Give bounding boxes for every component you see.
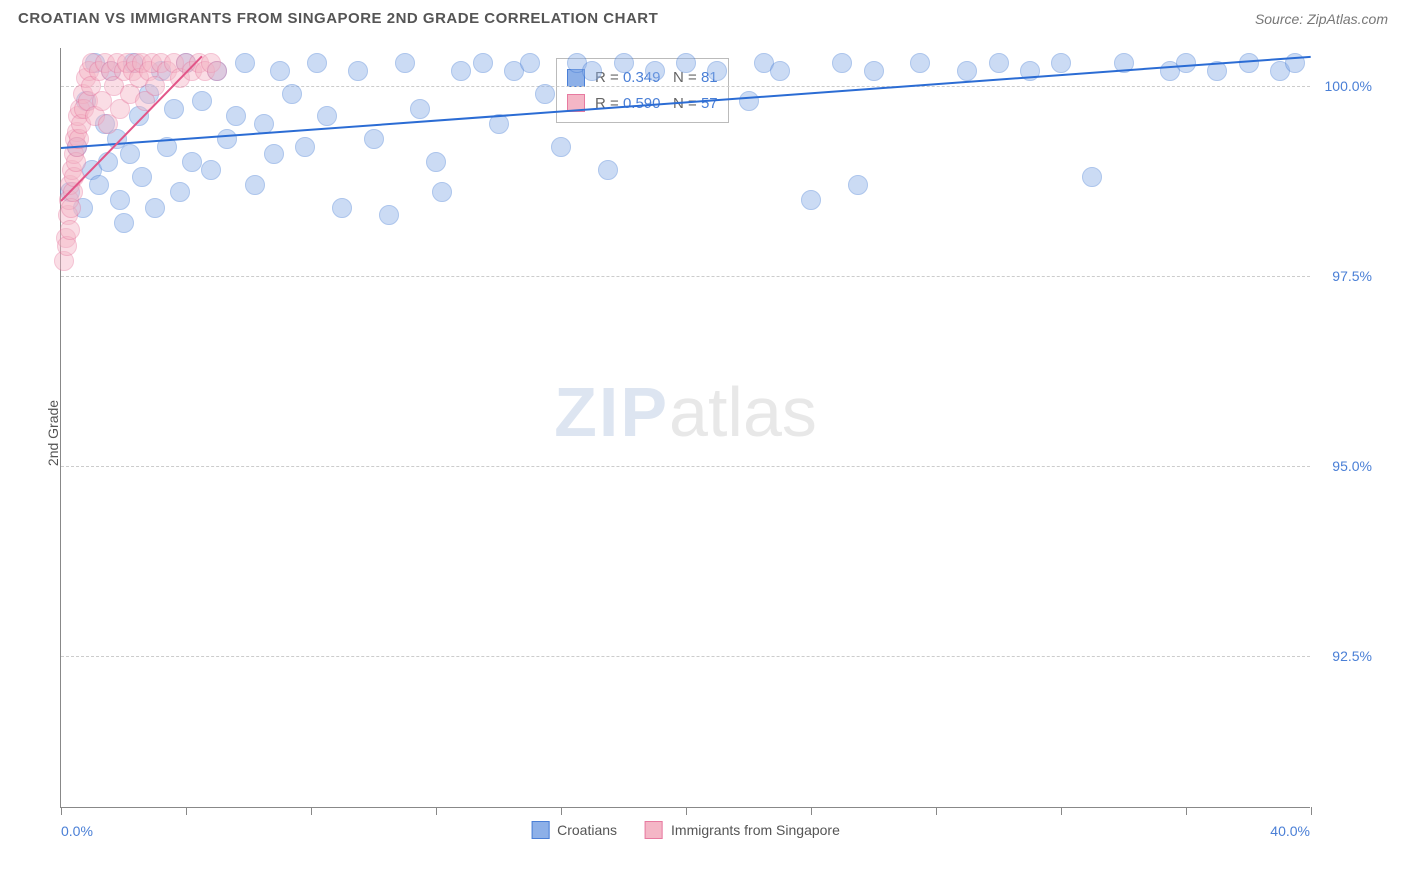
data-point [848, 175, 868, 195]
data-point [520, 53, 540, 73]
data-point [410, 99, 430, 119]
plot-region: ZIPatlas R = 0.349 N = 81R = 0.590 N = 5… [60, 48, 1310, 808]
y-tick-label: 92.5% [1332, 648, 1372, 664]
data-point [1051, 53, 1071, 73]
legend-swatch [531, 821, 549, 839]
data-point [801, 190, 821, 210]
data-point [1082, 167, 1102, 187]
data-point [832, 53, 852, 73]
chart-legend: Croatians Immigrants from Singapore [531, 821, 840, 839]
data-point [307, 53, 327, 73]
data-point [332, 198, 352, 218]
data-point [451, 61, 471, 81]
data-point [432, 182, 452, 202]
data-point [264, 144, 284, 164]
data-point [645, 61, 665, 81]
data-point [910, 53, 930, 73]
watermark: ZIPatlas [554, 372, 817, 452]
data-point [226, 106, 246, 126]
x-tick [561, 807, 562, 815]
x-tick [311, 807, 312, 815]
data-point [235, 53, 255, 73]
data-point [145, 198, 165, 218]
y-tick-label: 100.0% [1325, 78, 1372, 94]
x-axis-min-label: 0.0% [61, 823, 93, 839]
data-point [551, 137, 571, 157]
data-point [295, 137, 315, 157]
legend-label: Immigrants from Singapore [671, 822, 840, 838]
data-point [192, 91, 212, 111]
data-point [707, 61, 727, 81]
data-point [535, 84, 555, 104]
data-point [89, 175, 109, 195]
data-point [217, 129, 237, 149]
data-point [426, 152, 446, 172]
chart-area: 2nd Grade ZIPatlas R = 0.349 N = 81R = 0… [60, 48, 1380, 818]
data-point [120, 144, 140, 164]
x-tick [61, 807, 62, 815]
legend-item: Immigrants from Singapore [645, 821, 840, 839]
data-point [1239, 53, 1259, 73]
gridline [61, 86, 1310, 87]
data-point [114, 213, 134, 233]
data-point [317, 106, 337, 126]
data-point [207, 61, 227, 81]
data-point [182, 152, 202, 172]
data-point [110, 190, 130, 210]
chart-header: CROATIAN VS IMMIGRANTS FROM SINGAPORE 2N… [0, 0, 1406, 35]
data-point [270, 61, 290, 81]
data-point [245, 175, 265, 195]
data-point [582, 61, 602, 81]
x-tick [1061, 807, 1062, 815]
data-point [348, 61, 368, 81]
gridline [61, 276, 1310, 277]
gridline [61, 656, 1310, 657]
data-point [614, 53, 634, 73]
legend-swatch [645, 821, 663, 839]
gridline [61, 466, 1310, 467]
data-point [379, 205, 399, 225]
data-point [98, 152, 118, 172]
data-point [473, 53, 493, 73]
x-tick [1186, 807, 1187, 815]
x-axis-max-label: 40.0% [1270, 823, 1310, 839]
x-tick [436, 807, 437, 815]
x-tick [686, 807, 687, 815]
chart-title: CROATIAN VS IMMIGRANTS FROM SINGAPORE 2N… [18, 10, 658, 27]
data-point [1176, 53, 1196, 73]
data-point [864, 61, 884, 81]
data-point [201, 160, 221, 180]
x-tick [186, 807, 187, 815]
watermark-atlas: atlas [669, 373, 817, 451]
y-axis-label: 2nd Grade [45, 400, 61, 466]
data-point [957, 61, 977, 81]
data-point [282, 84, 302, 104]
data-point [770, 61, 790, 81]
x-tick [936, 807, 937, 815]
data-point [60, 220, 80, 240]
data-point [676, 53, 696, 73]
chart-source: Source: ZipAtlas.com [1255, 11, 1388, 27]
watermark-zip: ZIP [554, 373, 669, 451]
legend-label: Croatians [557, 822, 617, 838]
data-point [164, 99, 184, 119]
data-point [739, 91, 759, 111]
x-tick [811, 807, 812, 815]
y-tick-label: 97.5% [1332, 268, 1372, 284]
info-row: R = 0.590 N = 57 [567, 91, 718, 117]
data-point [395, 53, 415, 73]
data-point [170, 182, 190, 202]
data-point [132, 167, 152, 187]
data-point [598, 160, 618, 180]
data-point [989, 53, 1009, 73]
data-point [364, 129, 384, 149]
x-tick [1311, 807, 1312, 815]
legend-item: Croatians [531, 821, 617, 839]
y-tick-label: 95.0% [1332, 458, 1372, 474]
